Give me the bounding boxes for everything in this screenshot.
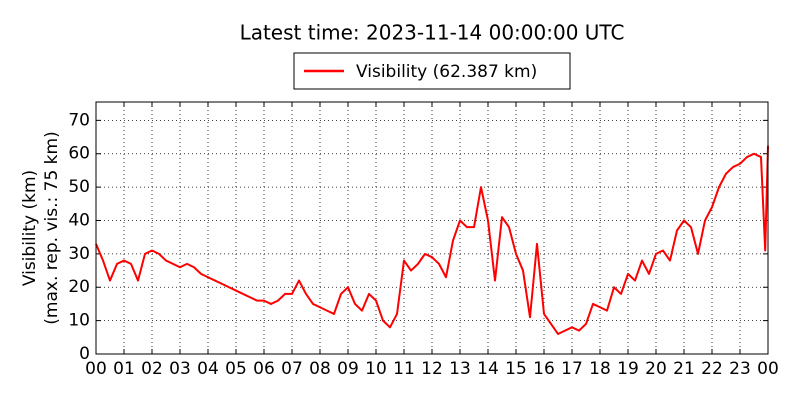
x-tick-label: 07 — [281, 359, 303, 379]
x-tick-label: 15 — [505, 359, 527, 379]
x-tick-label: 04 — [197, 359, 219, 379]
x-tick-label: 19 — [617, 359, 639, 379]
x-tick-label: 10 — [365, 359, 387, 379]
x-tick-label: 21 — [673, 359, 695, 379]
x-tick-label: 08 — [309, 359, 331, 379]
x-tick-label: 09 — [337, 359, 359, 379]
x-tick-label: 00 — [757, 359, 779, 379]
x-tick-label: 14 — [477, 359, 499, 379]
y-tick-label: 0 — [79, 344, 90, 364]
legend-label: Visibility (62.387 km) — [356, 62, 537, 82]
chart-title: Latest time: 2023-11-14 00:00:00 UTC — [240, 21, 625, 45]
y-axis-label: Visibility (km) — [20, 170, 40, 286]
x-tick-label: 11 — [393, 359, 415, 379]
x-tick-label: 16 — [533, 359, 555, 379]
y-tick-label: 70 — [68, 110, 90, 130]
x-tick-label: 02 — [141, 359, 163, 379]
x-tick-label: 03 — [169, 359, 191, 379]
x-tick-label: 06 — [253, 359, 275, 379]
y-tick-label: 40 — [68, 210, 90, 230]
data-line — [95, 145, 769, 335]
x-tick-label: 20 — [645, 359, 667, 379]
y-tick-label: 20 — [68, 277, 90, 297]
x-tick-label: 17 — [561, 359, 583, 379]
x-tick-label: 05 — [225, 359, 247, 379]
x-tick-label: 12 — [421, 359, 443, 379]
x-tick-label: 01 — [113, 359, 135, 379]
plot-frame — [95, 101, 769, 355]
y-tick-label: 50 — [68, 177, 90, 197]
y-tick-label: 30 — [68, 244, 90, 264]
y-tick-label: 60 — [68, 144, 90, 164]
x-tick-label: 23 — [729, 359, 751, 379]
x-tick-label: 18 — [589, 359, 611, 379]
x-tick-label: 00 — [85, 359, 107, 379]
y-tick-label: 10 — [68, 311, 90, 331]
x-tick-label: 22 — [701, 359, 723, 379]
y-axis-label: (max. rep. vis.: 75 km) — [42, 131, 62, 324]
x-tick-label: 13 — [449, 359, 471, 379]
